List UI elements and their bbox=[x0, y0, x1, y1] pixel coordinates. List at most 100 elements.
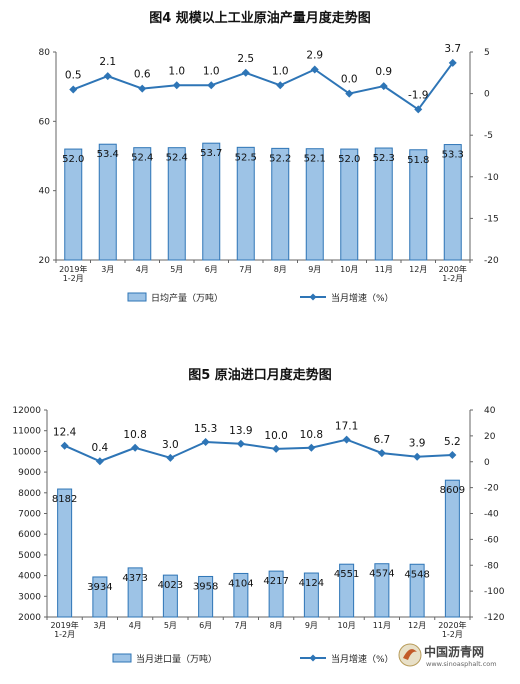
bar bbox=[409, 149, 428, 261]
line-value-label: 2.5 bbox=[237, 53, 254, 65]
line-value-label: 6.7 bbox=[374, 434, 391, 446]
bar-value-label: 4104 bbox=[228, 578, 253, 589]
bar bbox=[340, 148, 359, 261]
line-point bbox=[103, 72, 112, 81]
line-value-label: 5.2 bbox=[444, 436, 461, 448]
y-tick-label-left: 4000 bbox=[18, 572, 41, 582]
x-tick-label: 4月 bbox=[136, 265, 149, 274]
legend-line-marker bbox=[309, 293, 317, 301]
bar bbox=[339, 563, 355, 618]
x-tick-label: 6月 bbox=[205, 265, 218, 274]
bar bbox=[271, 147, 290, 261]
x-tick-label: 9月 bbox=[305, 621, 318, 630]
legend-label-bar: 当月进口量（万吨） bbox=[136, 653, 217, 665]
bar-value-label: 8609 bbox=[440, 485, 465, 496]
line-value-label: 0.6 bbox=[134, 69, 151, 81]
bar-value-label: 52.4 bbox=[166, 153, 188, 164]
bar-value-label: 53.3 bbox=[442, 150, 464, 161]
line-value-label: -1.9 bbox=[408, 89, 429, 101]
x-tick-label: 2020年 1-2月 bbox=[439, 264, 467, 283]
x-tick-label: 7月 bbox=[239, 265, 252, 274]
bar-value-label: 52.2 bbox=[269, 153, 291, 164]
line-point bbox=[60, 441, 69, 450]
bar-value-label: 52.0 bbox=[62, 154, 84, 165]
bar-value-label: 51.8 bbox=[407, 155, 429, 166]
line-value-label: 1.0 bbox=[272, 65, 289, 77]
growth-line bbox=[64, 438, 453, 463]
bar-value-label: 4023 bbox=[158, 580, 183, 591]
line-value-label: 0.4 bbox=[92, 442, 109, 454]
line-point bbox=[310, 65, 319, 74]
bar bbox=[198, 575, 214, 618]
bar bbox=[167, 147, 186, 261]
x-tick-label: 10月 bbox=[340, 265, 358, 274]
y-tick-label-left: 40 bbox=[39, 187, 51, 197]
bar bbox=[236, 146, 255, 261]
y-tick-label-right: 20 bbox=[484, 432, 496, 442]
x-tick-label: 4月 bbox=[129, 621, 142, 630]
line-point bbox=[307, 443, 316, 452]
y-tick-label-left: 20 bbox=[39, 256, 51, 266]
bar bbox=[98, 143, 117, 261]
x-tick-label: 2019年 1-2月 bbox=[59, 264, 87, 283]
bar bbox=[409, 563, 425, 618]
x-tick-label: 7月 bbox=[234, 621, 247, 630]
legend-bar-swatch bbox=[127, 292, 147, 302]
line-point bbox=[166, 453, 175, 462]
y-tick-label-left: 7000 bbox=[18, 510, 41, 520]
line-point bbox=[207, 81, 216, 90]
bar-value-label: 4551 bbox=[334, 569, 359, 580]
line-value-label: 17.1 bbox=[335, 421, 358, 433]
x-tick-label: 2019年 1-2月 bbox=[50, 620, 78, 639]
line-value-label: 2.9 bbox=[306, 49, 323, 61]
bar-value-label: 4574 bbox=[369, 569, 394, 580]
y-tick-label-right: -60 bbox=[484, 535, 499, 545]
bar-value-label: 52.5 bbox=[235, 152, 257, 163]
bar bbox=[57, 488, 73, 618]
bar-value-label: 53.7 bbox=[200, 148, 222, 159]
line-point bbox=[414, 105, 423, 114]
line-value-label: 1.0 bbox=[203, 65, 220, 77]
bar-value-label: 4217 bbox=[263, 576, 288, 587]
y-tick-label-left: 80 bbox=[39, 48, 51, 58]
line-value-label: 3.9 bbox=[409, 438, 426, 450]
legend-line-marker bbox=[309, 654, 317, 662]
bar-value-label: 8182 bbox=[52, 494, 77, 505]
bar-value-label: 3958 bbox=[193, 581, 218, 592]
line-point bbox=[138, 84, 147, 93]
watermark-url: www.sinoasphalt.com bbox=[426, 660, 497, 668]
line-point bbox=[342, 435, 351, 444]
bar-value-label: 52.1 bbox=[304, 154, 326, 165]
line-point bbox=[69, 85, 78, 94]
bar bbox=[443, 144, 462, 261]
y-tick-label-right: 0 bbox=[484, 90, 490, 100]
line-value-label: 15.3 bbox=[194, 423, 217, 435]
bar-value-label: 52.3 bbox=[373, 153, 395, 164]
bar bbox=[374, 147, 393, 261]
x-tick-label: 11月 bbox=[375, 265, 393, 274]
y-tick-label-left: 8000 bbox=[18, 489, 41, 499]
y-tick-label-left: 3000 bbox=[18, 592, 41, 602]
x-tick-label: 6月 bbox=[199, 621, 212, 630]
line-value-label: 0.5 bbox=[65, 69, 82, 81]
line-point bbox=[95, 457, 104, 466]
bar-value-label: 53.4 bbox=[97, 149, 119, 160]
line-value-label: 3.7 bbox=[444, 43, 461, 55]
bar-value-label: 3934 bbox=[87, 582, 112, 593]
line-point bbox=[241, 68, 250, 77]
line-value-label: 0.0 bbox=[341, 74, 358, 86]
x-tick-label: 3月 bbox=[101, 265, 114, 274]
x-tick-label: 5月 bbox=[164, 621, 177, 630]
line-value-label: 13.9 bbox=[229, 425, 252, 437]
bar bbox=[444, 479, 460, 618]
line-point bbox=[379, 82, 388, 91]
legend: 当月进口量（万吨） 当月增速（%） bbox=[112, 653, 394, 665]
line-point bbox=[131, 443, 140, 452]
y-tick-label-right: -40 bbox=[484, 510, 499, 520]
line-point bbox=[236, 439, 245, 448]
y-tick-label-left: 9000 bbox=[18, 468, 41, 478]
chart-title: 图5 原油进口月度走势图 bbox=[188, 367, 332, 383]
bar-value-label: 4373 bbox=[122, 573, 147, 584]
bar bbox=[133, 147, 152, 261]
y-tick-label-right: 0 bbox=[484, 458, 490, 468]
